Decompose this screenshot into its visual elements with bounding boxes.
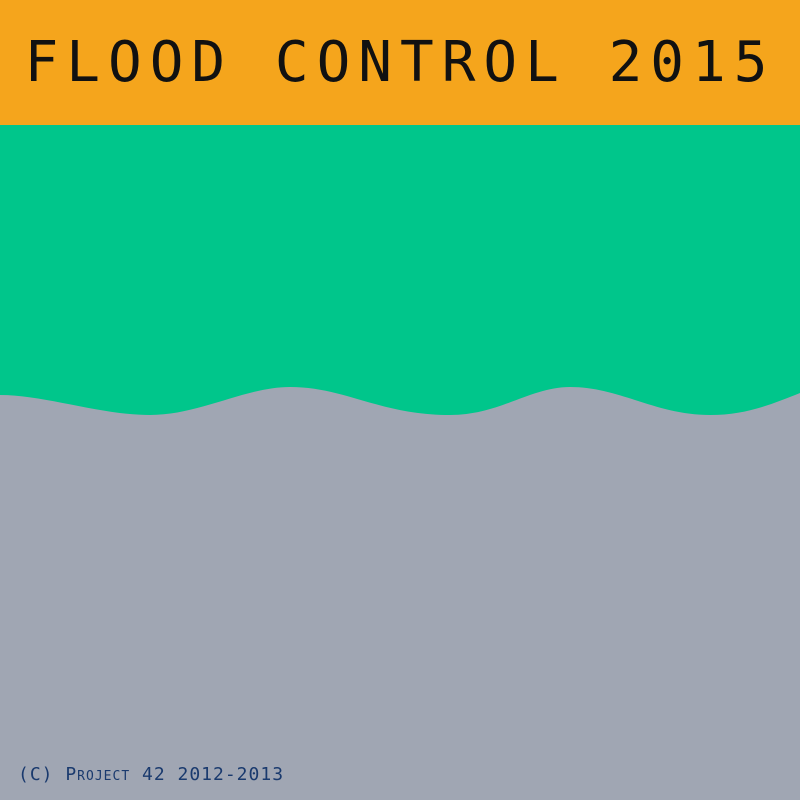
game-title: FLOOD CONTROL 2015 [24, 30, 776, 95]
copyright-notice: (C) Project 42 2012-2013 [18, 764, 285, 785]
title-banner: FLOOD CONTROL 2015 [0, 0, 800, 125]
ground-wave [0, 387, 800, 800]
flood-scene [0, 125, 800, 800]
